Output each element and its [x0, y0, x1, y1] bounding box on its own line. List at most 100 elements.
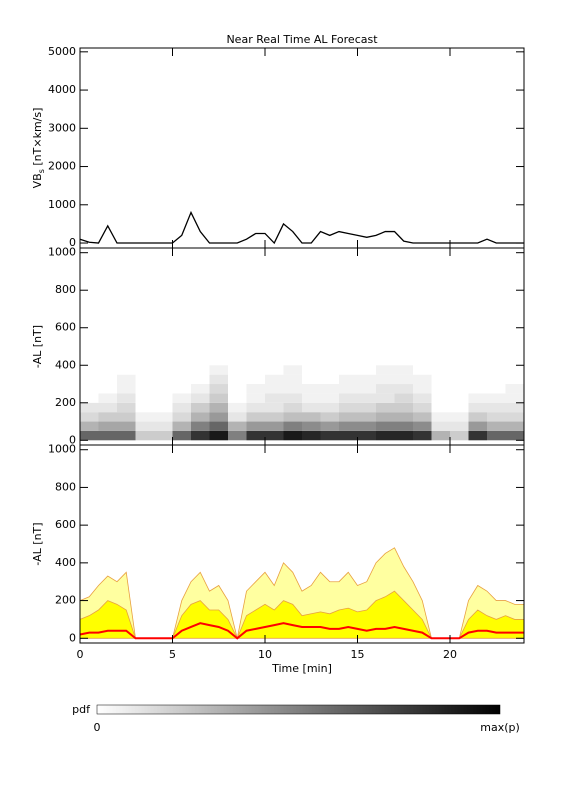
heat-cell	[283, 402, 302, 413]
heat-cell	[468, 430, 487, 441]
heat-cell	[505, 384, 524, 394]
heat-cell	[246, 421, 265, 431]
y-tick-label: 0	[69, 631, 76, 644]
y-tick-label: 4000	[48, 83, 76, 96]
y-tick-label: 5000	[48, 45, 76, 58]
y-tick-label: 200	[55, 594, 76, 607]
heat-cell	[98, 365, 117, 375]
heat-cell	[98, 412, 117, 422]
heat-cell	[228, 430, 247, 441]
heat-cell	[209, 430, 228, 441]
heat-cell	[339, 365, 358, 375]
heat-cell	[80, 393, 99, 403]
heat-cell	[450, 421, 469, 431]
heat-cell	[209, 365, 228, 375]
heat-cell	[357, 393, 376, 403]
heat-cell	[80, 421, 99, 431]
heat-cell	[505, 402, 524, 413]
heat-cell	[228, 365, 247, 375]
heat-cell	[283, 384, 302, 394]
heat-cell	[431, 393, 450, 403]
heat-cell	[450, 402, 469, 413]
heat-cell	[339, 412, 358, 422]
colorbar-label: pdf	[72, 703, 91, 716]
heat-cell	[172, 384, 191, 394]
heat-cell	[413, 393, 432, 403]
y-tick-label: 0	[69, 236, 76, 249]
heat-cell	[172, 374, 191, 385]
heat-cell	[302, 402, 321, 413]
heat-cell	[431, 402, 450, 413]
heat-cell	[468, 365, 487, 375]
heat-cell	[283, 421, 302, 431]
heat-cell	[394, 374, 413, 385]
x-tick-label: 20	[443, 648, 457, 661]
y-tick-label: 1000	[48, 246, 76, 259]
heat-cell	[394, 393, 413, 403]
heat-cell	[228, 402, 247, 413]
heat-cell	[357, 430, 376, 441]
heat-cell	[246, 430, 265, 441]
x-tick-label: 15	[351, 648, 365, 661]
heat-cell	[357, 384, 376, 394]
heat-cell	[487, 402, 506, 413]
heat-cell	[265, 402, 284, 413]
heat-cell	[154, 365, 173, 375]
heat-cell	[339, 421, 358, 431]
heat-cell	[302, 365, 321, 375]
heat-cell	[394, 402, 413, 413]
heat-cell	[450, 384, 469, 394]
x-tick-label: 0	[77, 648, 84, 661]
heat-cell	[394, 430, 413, 441]
heat-cell	[191, 374, 210, 385]
y-tick-label: 600	[55, 321, 76, 334]
y-tick-label: 1000	[48, 443, 76, 456]
heat-cell	[135, 393, 154, 403]
heat-cell	[431, 384, 450, 394]
heat-cell	[302, 374, 321, 385]
heat-cell	[339, 393, 358, 403]
heat-cell	[209, 412, 228, 422]
heat-cell	[413, 365, 432, 375]
heat-cell	[431, 421, 450, 431]
heat-cell	[191, 412, 210, 422]
colorbar	[96, 704, 501, 715]
heat-cell	[357, 365, 376, 375]
heat-cell	[80, 384, 99, 394]
heat-cell	[357, 412, 376, 422]
y-tick-label: 2000	[48, 160, 76, 173]
heat-cell	[302, 412, 321, 422]
heat-cell	[487, 384, 506, 394]
heat-cell	[431, 365, 450, 375]
heat-cell	[487, 421, 506, 431]
heat-cell	[357, 374, 376, 385]
heat-cell	[394, 365, 413, 375]
heat-cell	[209, 374, 228, 385]
heat-cell	[376, 393, 395, 403]
colorbar-max: max(p)	[480, 721, 520, 734]
heat-cell	[191, 421, 210, 431]
heat-cell	[191, 402, 210, 413]
heat-cell	[246, 402, 265, 413]
heat-cell	[320, 421, 339, 431]
y-axis-label: -AL [nT]	[31, 522, 44, 565]
y-tick-label: 800	[55, 283, 76, 296]
heat-cell	[117, 421, 136, 431]
heat-cell	[265, 365, 284, 375]
heat-cell	[505, 430, 524, 441]
heat-cell	[80, 430, 99, 441]
heat-cell	[209, 402, 228, 413]
heat-cell	[228, 393, 247, 403]
heat-cell	[320, 402, 339, 413]
heat-cell	[376, 374, 395, 385]
heat-cell	[376, 384, 395, 394]
heat-cell	[154, 402, 173, 413]
heat-cell	[283, 365, 302, 375]
heat-cell	[191, 430, 210, 441]
y-axis-label: -AL [nT]	[31, 325, 44, 368]
heat-cell	[135, 384, 154, 394]
heat-cell	[357, 402, 376, 413]
panel-frame	[79, 47, 525, 249]
heat-cell	[117, 430, 136, 441]
heat-cell	[117, 384, 136, 394]
